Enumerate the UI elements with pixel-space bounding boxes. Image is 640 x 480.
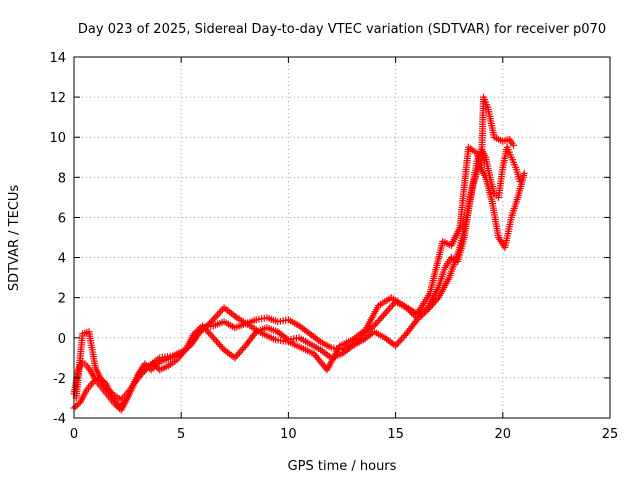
data-point bbox=[211, 335, 219, 343]
data-point bbox=[212, 312, 220, 320]
y-tick-label: 14 bbox=[49, 51, 66, 66]
data-point bbox=[376, 315, 384, 323]
data-point bbox=[393, 340, 401, 348]
data-point bbox=[424, 306, 432, 314]
data-point bbox=[73, 401, 81, 409]
chart-title: Day 023 of 2025, Sidereal Day-to-day VTE… bbox=[78, 22, 606, 37]
data-point bbox=[209, 334, 217, 342]
data-point bbox=[232, 352, 240, 360]
data-point bbox=[234, 350, 242, 358]
data-point bbox=[231, 354, 239, 362]
data-point bbox=[202, 322, 210, 330]
y-tick-label: -4 bbox=[53, 412, 66, 427]
data-point bbox=[382, 308, 390, 316]
data-point bbox=[144, 364, 152, 372]
data-point bbox=[379, 311, 387, 319]
y-tick-label: -2 bbox=[53, 372, 66, 387]
data-point bbox=[373, 318, 381, 326]
y-tick-label: 4 bbox=[58, 252, 66, 267]
data-point bbox=[427, 302, 435, 310]
x-axis-label: GPS time / hours bbox=[288, 459, 397, 474]
data-point bbox=[431, 297, 439, 305]
data-point bbox=[425, 304, 433, 312]
data-point bbox=[237, 347, 245, 355]
data-point bbox=[238, 345, 246, 353]
data-point bbox=[204, 321, 212, 329]
data-point bbox=[140, 367, 148, 375]
plot-frame bbox=[73, 56, 611, 419]
data-marks bbox=[70, 93, 528, 414]
data-point bbox=[430, 299, 438, 307]
grid bbox=[74, 57, 610, 418]
data-point bbox=[389, 301, 397, 309]
data-point bbox=[136, 372, 144, 380]
data-point bbox=[112, 401, 120, 409]
x-tick-label: 5 bbox=[177, 427, 185, 442]
data-point bbox=[137, 370, 145, 378]
data-point bbox=[103, 385, 111, 393]
data-point bbox=[217, 342, 225, 350]
data-point bbox=[214, 311, 222, 319]
data-point bbox=[153, 363, 161, 371]
x-tick-label: 15 bbox=[387, 427, 404, 442]
data-point bbox=[210, 314, 218, 322]
data-point bbox=[520, 169, 528, 177]
data-point bbox=[214, 339, 222, 347]
data-point bbox=[375, 317, 383, 325]
data-point bbox=[215, 341, 223, 349]
data-point bbox=[102, 384, 110, 392]
data-point bbox=[196, 328, 204, 336]
data-point bbox=[372, 320, 380, 328]
data-point bbox=[370, 322, 378, 330]
data-point bbox=[198, 327, 206, 335]
axis-ticks: 0 5 10 15 20 25 -4 -2 0 2 4 6 8 10 12 14 bbox=[49, 51, 618, 442]
data-point bbox=[396, 337, 404, 345]
data-point bbox=[395, 338, 403, 346]
data-point bbox=[206, 330, 214, 338]
data-point bbox=[75, 399, 83, 407]
data-point bbox=[428, 301, 436, 309]
x-tick-label: 0 bbox=[70, 427, 78, 442]
data-point bbox=[139, 369, 147, 377]
data-point bbox=[433, 295, 441, 303]
data-point bbox=[114, 403, 122, 411]
data-point bbox=[194, 330, 202, 338]
x-tick-label: 20 bbox=[495, 427, 512, 442]
data-point bbox=[100, 382, 108, 390]
data-point bbox=[134, 374, 142, 382]
data-point bbox=[215, 309, 223, 317]
data-point bbox=[399, 333, 407, 341]
y-tick-label: 6 bbox=[58, 211, 66, 226]
data-point bbox=[205, 329, 213, 337]
y-tick-label: 8 bbox=[58, 171, 66, 186]
y-axis-label: SDTVAR / TECUs bbox=[7, 185, 22, 292]
data-point bbox=[219, 344, 227, 352]
y-tick-label: 12 bbox=[49, 91, 66, 106]
data-point bbox=[105, 387, 113, 395]
data-point bbox=[208, 332, 216, 340]
data-point bbox=[199, 325, 207, 333]
data-point bbox=[201, 324, 209, 332]
data-point bbox=[392, 342, 400, 350]
data-point bbox=[378, 313, 386, 321]
data-point bbox=[381, 310, 389, 318]
data-point bbox=[107, 388, 115, 396]
y-tick-label: 10 bbox=[49, 131, 66, 146]
data-point bbox=[398, 335, 406, 343]
data-point bbox=[384, 306, 392, 314]
data-point bbox=[235, 349, 243, 357]
data-point bbox=[206, 319, 214, 327]
data-point bbox=[510, 141, 518, 149]
x-tick-label: 25 bbox=[602, 427, 619, 442]
data-point bbox=[385, 305, 393, 313]
x-tick-label: 10 bbox=[280, 427, 297, 442]
data-point bbox=[72, 402, 80, 410]
data-point bbox=[212, 337, 220, 345]
y-tick-label: 0 bbox=[58, 332, 66, 347]
data-point bbox=[387, 303, 395, 311]
data-point bbox=[142, 365, 150, 373]
y-tick-label: 2 bbox=[58, 292, 66, 307]
data-point bbox=[111, 400, 119, 408]
